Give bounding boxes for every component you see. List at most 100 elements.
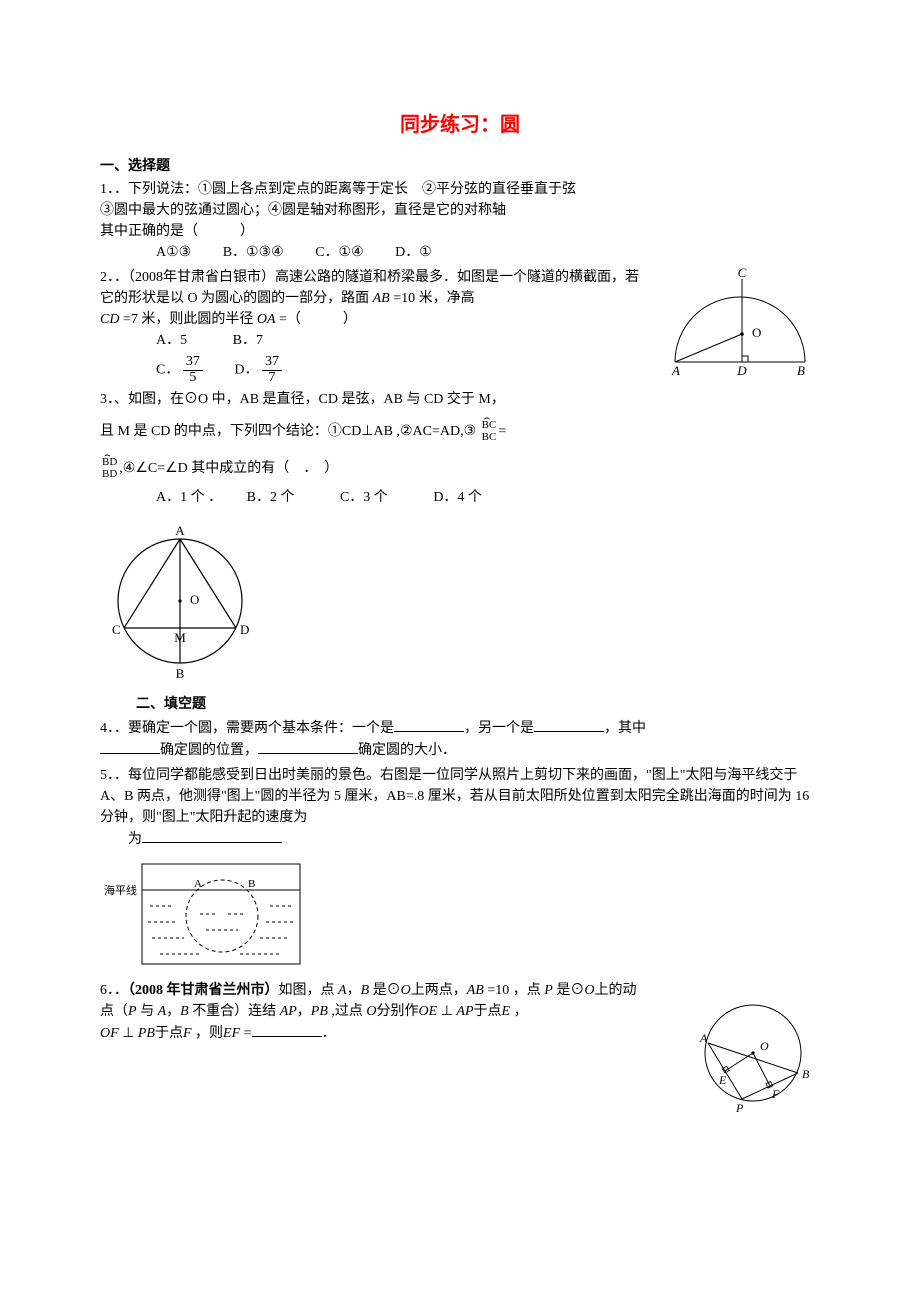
q6-c4: ， — [510, 1004, 528, 1019]
q4-blank1[interactable] — [394, 717, 464, 732]
q6-bold: （2008 年甘肃省兰州市） — [128, 983, 279, 998]
q6-AP2: AP — [456, 1004, 473, 1019]
q4-blank2[interactable] — [534, 717, 604, 732]
q3-optA: A．1 个 ． — [156, 490, 215, 505]
q2-d-num: 37 — [262, 355, 282, 371]
q5-diagram: 海平线 A B — [100, 856, 820, 976]
q6-c1: ， — [347, 983, 361, 998]
q3-label-D: D — [240, 622, 249, 637]
q3-eq: = — [498, 424, 506, 439]
q2-diagram: C O A D B — [660, 267, 820, 387]
q2-cdval: =7 米，则此圆的半径 — [119, 312, 256, 327]
q5-stem: 5．．每位同学都能感受到日出时美丽的景色。右图是一位同学从照片上剪切下来的画面，… — [100, 768, 809, 825]
q6-perp2: ⊥ — [119, 1026, 138, 1041]
q4-t2: ，另一个是 — [464, 721, 534, 736]
q6-t5: 是⊙ — [553, 983, 585, 998]
q2-stem: 2．．（2008年甘肃省白银市）高速公路的隧道和桥梁最多．如图是一个隧道的横截面… — [100, 270, 639, 306]
q2-c-den: 5 — [183, 371, 203, 386]
q6-c2: ， — [166, 1004, 180, 1019]
q3-label-O: O — [190, 592, 199, 607]
question-3: 3．、如图，在⊙O 中，AB 是直径，CD 是弦，AB 与 CD 交于 M， 且… — [100, 389, 820, 685]
question-6: A O E B F P 6．．（2008 年甘肃省兰州市）如图，点 A，B 是⊙… — [100, 980, 820, 1044]
q6-label-F: F — [771, 1087, 780, 1101]
q3-frac1: BC BC — [480, 420, 499, 443]
question-4: 4．．要确定一个圆，需要两个基本条件：一个是 ，另一个是 ，其中 确定圆的位置， 确定… — [100, 717, 820, 761]
q4-blank4[interactable] — [258, 739, 358, 754]
q6-AB: AB — [467, 983, 484, 998]
q6-P: P — [544, 983, 553, 998]
q2-optD-prefix: D． — [234, 362, 258, 377]
q6-AP: AP — [280, 1004, 297, 1019]
q6-diagram: A O E B F P — [680, 998, 820, 1128]
q1-line2: ③圆中最大的弦通过圆心；④圆是轴对称图形，直径是它的对称轴 — [100, 200, 820, 221]
q6-abval: =10 ，点 — [484, 983, 544, 998]
q2-optB: B．7 — [233, 333, 263, 348]
q3-label-C: C — [112, 622, 121, 637]
q2-d-den: 7 — [262, 371, 282, 386]
q6-blank[interactable] — [252, 1022, 322, 1037]
q4-blank3[interactable] — [100, 739, 160, 754]
q6-O2: O — [584, 983, 594, 998]
page-title: 同步练习：圆 — [100, 110, 820, 140]
q3-line1: 3．、如图，在⊙O 中，AB 是直径，CD 是弦，AB 与 CD 交于 M， — [100, 389, 820, 410]
q3-f2-arc: BD — [102, 457, 117, 469]
q4-t1: 4．．要确定一个圆，需要两个基本条件：一个是 — [100, 721, 394, 736]
question-2: C O A D B 2．．（2008年甘肃省白银市）高速公路的隧道和桥梁最多．如… — [100, 267, 820, 385]
q6-perp1: ⊥ — [437, 1004, 456, 1019]
q3-label-M: M — [174, 630, 186, 645]
q6-A2: A — [158, 1004, 167, 1019]
q3-f2-sub: BD — [100, 469, 119, 481]
q2-cd: CD — [100, 312, 119, 327]
q5-label-sea: 海平线 — [104, 883, 137, 897]
q3-optC: C．3 个 — [340, 490, 388, 505]
q2-label-B: B — [797, 363, 805, 378]
q2-ab: AB — [373, 291, 390, 306]
q4-t5: 确定圆的大小． — [358, 743, 456, 758]
q5-blank[interactable] — [142, 828, 282, 843]
q2-label-C: C — [738, 267, 747, 280]
section1-header: 一、选择题 — [100, 156, 820, 177]
q3-optB: B．2 个 — [247, 490, 295, 505]
q6-EF: EF — [223, 1026, 240, 1041]
q6-end: ． — [322, 1026, 336, 1041]
q6-eq: = — [240, 1026, 251, 1041]
q6-at2: 于点 — [155, 1026, 183, 1041]
q5-label-A: A — [194, 878, 202, 890]
q3-f1-arc: BC — [482, 420, 497, 432]
q6-label-O: O — [760, 1039, 769, 1053]
q6-label-E: E — [718, 1073, 727, 1087]
q6-P2: P — [128, 1004, 137, 1019]
q6-PB: PB — [311, 1004, 328, 1019]
q6-c3: ， — [297, 1004, 311, 1019]
q3-frac2: BD BD — [100, 457, 119, 480]
q1-optA: A①③ — [156, 245, 191, 260]
q1-optC: C．①④ — [315, 245, 363, 260]
q2-label-A: A — [671, 363, 680, 378]
q2-optC-prefix: C． — [156, 362, 179, 377]
q3-diagram: A O C M D B — [100, 516, 820, 686]
q1-optB: B．①③④ — [223, 245, 284, 260]
q6-t1: 6．． — [100, 983, 128, 998]
q6-l2d: 分别作 — [377, 1004, 419, 1019]
q6-l2c: ,过点 — [328, 1004, 367, 1019]
question-5: 5．．每位同学都能感受到日出时美丽的景色。右图是一位同学从照片上剪切下来的画面，… — [100, 765, 820, 976]
q6-O3: O — [366, 1004, 376, 1019]
q3-optD: D．4 个 — [433, 490, 482, 505]
q3-label-A: A — [175, 523, 185, 538]
q6-O: O — [401, 983, 411, 998]
q6-E: E — [502, 1004, 511, 1019]
q6-A: A — [338, 983, 347, 998]
q2-label-D: D — [736, 363, 747, 378]
section2-header: 二、填空题 — [100, 694, 820, 715]
q6-B2: B — [180, 1004, 189, 1019]
q2-optD-frac: 37 7 — [262, 355, 282, 385]
q6-OE: OE — [419, 1004, 438, 1019]
q2-oa: OA — [257, 312, 276, 327]
q2-oaeq: =（ ） — [276, 312, 357, 327]
q3-f1-sub: BC — [480, 432, 499, 444]
q6-B: B — [361, 983, 370, 998]
q1-optD: D．① — [395, 245, 432, 260]
q4-t4: 确定圆的位置， — [160, 743, 258, 758]
q4-t3: ，其中 — [604, 721, 646, 736]
q6-t6: 上的动 — [594, 983, 636, 998]
